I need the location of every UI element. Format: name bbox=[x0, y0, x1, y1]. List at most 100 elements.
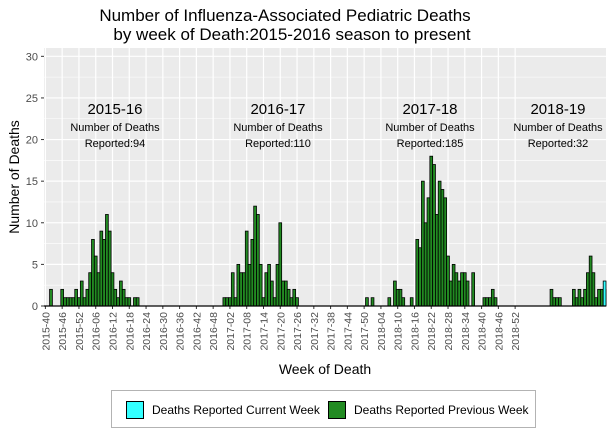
bar-previous-week bbox=[88, 272, 92, 307]
season-deaths-count: Reported:110 bbox=[245, 138, 311, 150]
bar-previous-week bbox=[451, 263, 456, 307]
x-tick-label: 2016-42 bbox=[191, 312, 203, 351]
bar-previous-week bbox=[594, 297, 599, 307]
x-tick-label: 2017-08 bbox=[242, 312, 254, 351]
bar-previous-week bbox=[395, 288, 400, 307]
bar-previous-week bbox=[577, 288, 582, 307]
bar-previous-week bbox=[264, 272, 269, 307]
bar-previous-week bbox=[588, 255, 593, 307]
bar-previous-week bbox=[99, 230, 104, 307]
bar-previous-week bbox=[135, 297, 140, 307]
bar-previous-week bbox=[275, 263, 280, 307]
x-tick-label: 2015-46 bbox=[57, 312, 69, 351]
bar-previous-week bbox=[250, 239, 255, 307]
bar-previous-week bbox=[133, 297, 137, 307]
y-tick-label: 20 bbox=[26, 135, 38, 147]
legend-label-current: Deaths Reported Current Week bbox=[152, 403, 320, 417]
chart-subtitle: by week of Death:2015-2016 season to pre… bbox=[113, 25, 471, 44]
bar-previous-week bbox=[247, 263, 252, 307]
bar-previous-week bbox=[490, 288, 495, 307]
bar-previous-week bbox=[236, 263, 241, 307]
y-axis-title: Number of Deaths bbox=[6, 120, 22, 234]
bar-previous-week bbox=[460, 272, 464, 307]
bar-previous-week bbox=[74, 288, 78, 307]
bar-previous-week bbox=[256, 214, 260, 307]
x-tick-label: 2016-24 bbox=[141, 312, 153, 351]
bar-previous-week bbox=[591, 272, 596, 307]
chart-title: Number of Influenza-Associated Pediatric… bbox=[99, 6, 470, 25]
bar-previous-week bbox=[415, 239, 420, 307]
bar-previous-week bbox=[443, 197, 448, 307]
bar-previous-week bbox=[465, 280, 470, 307]
bar-previous-week bbox=[387, 297, 392, 307]
bar-previous-week bbox=[127, 297, 132, 307]
bar-previous-week bbox=[421, 180, 425, 307]
bar-previous-week bbox=[222, 297, 227, 307]
season-deaths-label: Number of Deaths bbox=[513, 122, 603, 134]
bar-previous-week bbox=[401, 297, 406, 307]
bar-previous-week bbox=[409, 297, 414, 307]
x-tick-label: 2017-02 bbox=[225, 312, 237, 351]
x-tick-label: 2018-34 bbox=[460, 312, 472, 351]
legend-label-previous: Deaths Reported Previous Week bbox=[354, 403, 529, 417]
bar-previous-week bbox=[93, 255, 98, 307]
season-deaths-count: Reported:94 bbox=[85, 138, 146, 150]
plot-panel bbox=[44, 48, 606, 306]
x-tick-label: 2018-10 bbox=[393, 312, 405, 351]
x-tick-label: 2018-22 bbox=[426, 312, 438, 351]
bar-previous-week bbox=[426, 197, 431, 307]
bar-previous-week bbox=[488, 297, 492, 307]
bar-previous-week bbox=[572, 288, 576, 307]
bar-previous-week bbox=[261, 297, 266, 307]
bar-previous-week bbox=[580, 297, 585, 307]
bar-previous-week bbox=[119, 280, 123, 307]
bar-previous-week bbox=[79, 280, 84, 307]
legend-swatch-current bbox=[126, 401, 144, 419]
x-tick-label: 2018-40 bbox=[477, 312, 489, 351]
season-label: 2016-17 bbox=[250, 101, 305, 118]
bar-previous-week bbox=[278, 222, 283, 307]
legend-swatch-previous bbox=[328, 401, 346, 419]
bar-previous-week bbox=[71, 297, 76, 307]
bar-previous-week bbox=[597, 288, 601, 307]
bar-previous-week bbox=[281, 280, 285, 307]
bar-previous-week bbox=[225, 297, 229, 307]
x-tick-label: 2015-52 bbox=[74, 312, 86, 351]
x-tick-label: 2018-46 bbox=[493, 312, 505, 351]
bar-previous-week bbox=[63, 297, 67, 307]
bar-previous-week bbox=[116, 297, 120, 307]
bar-previous-week bbox=[432, 164, 436, 307]
bar-previous-week bbox=[102, 239, 106, 307]
bar-previous-week bbox=[85, 288, 90, 307]
bar-previous-week bbox=[270, 280, 274, 307]
bar-previous-week bbox=[258, 263, 263, 307]
y-tick-label: 15 bbox=[26, 176, 38, 188]
bar-previous-week bbox=[440, 189, 445, 307]
bar-previous-week bbox=[82, 297, 87, 307]
x-tick-label: 2016-12 bbox=[108, 312, 120, 351]
x-tick-label: 2018-52 bbox=[510, 312, 522, 351]
x-tick-label: 2015-40 bbox=[40, 312, 52, 351]
x-tick-label: 2018-04 bbox=[376, 312, 388, 351]
bar-previous-week bbox=[91, 239, 95, 307]
bar-previous-week bbox=[435, 214, 439, 307]
bar-previous-week bbox=[230, 272, 235, 307]
season-label: 2017-18 bbox=[402, 101, 457, 118]
x-tick-label: 2018-28 bbox=[443, 312, 455, 351]
bar-previous-week bbox=[96, 272, 101, 307]
chart-legend: Deaths Reported Current Week Deaths Repo… bbox=[111, 390, 536, 428]
x-tick-label: 2017-32 bbox=[309, 312, 321, 351]
bar-previous-week bbox=[437, 180, 442, 307]
season-deaths-label: Number of Deaths bbox=[233, 122, 323, 134]
bar-previous-week bbox=[49, 288, 53, 307]
bar-previous-week bbox=[242, 272, 246, 307]
bar-previous-week bbox=[393, 280, 397, 307]
x-tick-label: 2016-48 bbox=[208, 312, 220, 351]
bar-previous-week bbox=[600, 288, 604, 307]
bar-previous-week bbox=[552, 297, 557, 307]
bar-previous-week bbox=[586, 272, 590, 307]
bar-previous-week bbox=[284, 280, 288, 307]
bar-previous-week bbox=[365, 297, 369, 307]
x-tick-label: 2017-20 bbox=[275, 312, 287, 351]
bar-previous-week bbox=[65, 297, 70, 307]
